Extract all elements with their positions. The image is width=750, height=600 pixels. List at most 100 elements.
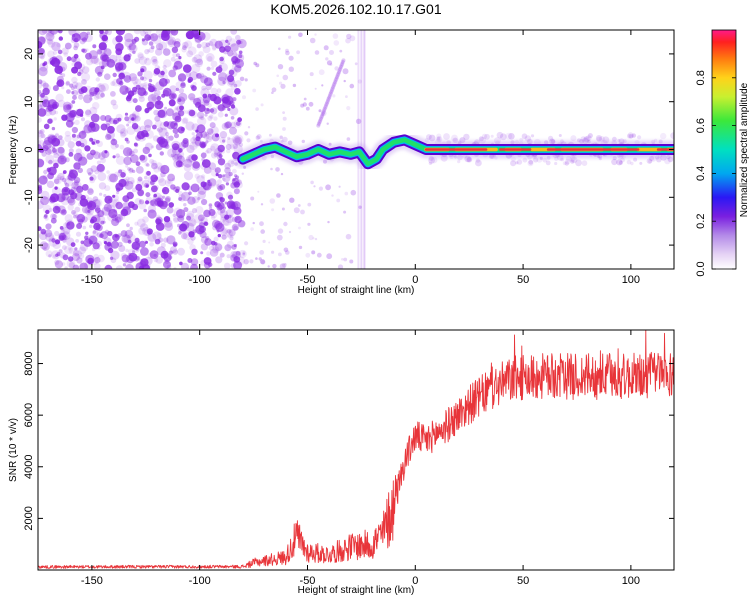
noise-speck	[58, 29, 63, 34]
noise-speck	[96, 164, 105, 173]
haze-speck	[429, 135, 436, 142]
noise-speck	[89, 107, 97, 115]
noise-speck	[57, 79, 65, 87]
noise-speck	[161, 94, 165, 98]
x-tick-label: -150	[81, 274, 103, 286]
sparse-speck	[315, 88, 317, 90]
noise-speck	[93, 196, 98, 201]
y-tick-label: 0	[23, 146, 35, 152]
noise-speck	[134, 256, 140, 262]
noise-speck	[218, 149, 223, 154]
noise-speck	[43, 175, 48, 180]
sparse-speck	[314, 33, 316, 35]
noise-speck	[64, 188, 68, 192]
sparse-speck	[299, 246, 302, 249]
noise-speck	[232, 178, 235, 181]
y-tick-label: 6000	[23, 403, 35, 427]
noise-speck	[187, 186, 192, 191]
noise-speck	[230, 28, 237, 35]
noise-speck	[217, 179, 222, 184]
noise-speck	[99, 193, 102, 196]
noise-speck	[109, 174, 118, 183]
sparse-speck	[343, 68, 349, 74]
noise-speck	[76, 148, 82, 154]
noise-speck	[125, 230, 133, 238]
noise-speck	[94, 263, 101, 270]
haze-speck	[554, 162, 557, 165]
snr-x-axis-label: Height of straight line (km)	[298, 585, 415, 596]
y-tick-label: 4000	[23, 455, 35, 479]
noise-speck	[222, 217, 231, 226]
noise-speck	[35, 82, 42, 89]
noise-speck	[71, 67, 78, 74]
noise-speck	[175, 38, 181, 44]
sparse-speck	[293, 84, 296, 87]
noise-speck	[147, 233, 156, 242]
noise-speck	[165, 179, 173, 187]
noise-speck	[210, 108, 215, 113]
noise-speck	[99, 32, 107, 40]
noise-speck	[118, 83, 122, 87]
noise-speck	[154, 176, 158, 180]
noise-speck	[73, 57, 80, 64]
noise-speck	[61, 209, 67, 215]
noise-speck	[105, 230, 109, 234]
noise-speck	[62, 262, 66, 266]
sparse-speck	[319, 69, 325, 75]
noise-speck	[189, 220, 196, 227]
noise-speck	[75, 207, 81, 213]
sparse-speck	[307, 223, 310, 226]
noise-speck	[157, 96, 162, 101]
noise-speck	[126, 223, 130, 227]
sparse-speck	[346, 106, 350, 110]
noise-speck	[204, 166, 212, 174]
noise-speck	[188, 191, 192, 195]
noise-speck	[157, 137, 164, 144]
noise-speck	[192, 132, 195, 135]
noise-speck	[76, 257, 82, 263]
sparse-speck	[271, 251, 274, 254]
noise-speck	[105, 115, 112, 122]
noise-speck	[128, 53, 132, 57]
noise-speck	[179, 262, 183, 266]
noise-speck	[178, 78, 182, 82]
sparse-speck	[242, 173, 244, 175]
noise-speck	[192, 208, 197, 213]
noise-speck	[220, 197, 225, 202]
noise-speck	[163, 65, 167, 69]
colorbar: 0.00.20.40.60.8 Normalized spectral ampl…	[695, 30, 750, 277]
noise-speck	[152, 59, 159, 66]
noise-speck	[227, 229, 232, 234]
noise-speck	[56, 59, 61, 64]
noise-speck	[79, 131, 87, 139]
haze-speck	[546, 161, 551, 166]
sparse-speck	[310, 72, 314, 76]
noise-speck	[187, 109, 194, 116]
noise-speck	[57, 66, 62, 71]
noise-speck	[225, 114, 228, 117]
colorbar-tick-label: 0.4	[695, 166, 707, 181]
sparse-speck	[268, 242, 270, 244]
noise-speck	[179, 215, 185, 221]
noise-speck	[125, 165, 128, 168]
noise-speck	[85, 232, 88, 235]
noise-speck	[67, 259, 76, 268]
noise-speck	[115, 35, 122, 42]
noise-speck	[143, 209, 147, 213]
sparse-speck	[278, 64, 283, 69]
noise-speck	[128, 120, 132, 124]
noise-speck	[137, 71, 142, 76]
noise-speck	[71, 87, 75, 91]
noise-speck	[144, 176, 148, 180]
colorbar-tick-label: 0.8	[695, 70, 707, 85]
noise-speck	[115, 183, 123, 191]
noise-speck	[183, 142, 188, 147]
noise-speck	[147, 264, 150, 267]
noise-speck	[77, 72, 81, 76]
noise-speck	[168, 202, 174, 208]
haze-speck	[632, 133, 636, 137]
noise-speck	[112, 234, 120, 242]
noise-speck	[104, 150, 107, 153]
noise-speck	[98, 152, 106, 160]
noise-speck	[190, 137, 197, 144]
